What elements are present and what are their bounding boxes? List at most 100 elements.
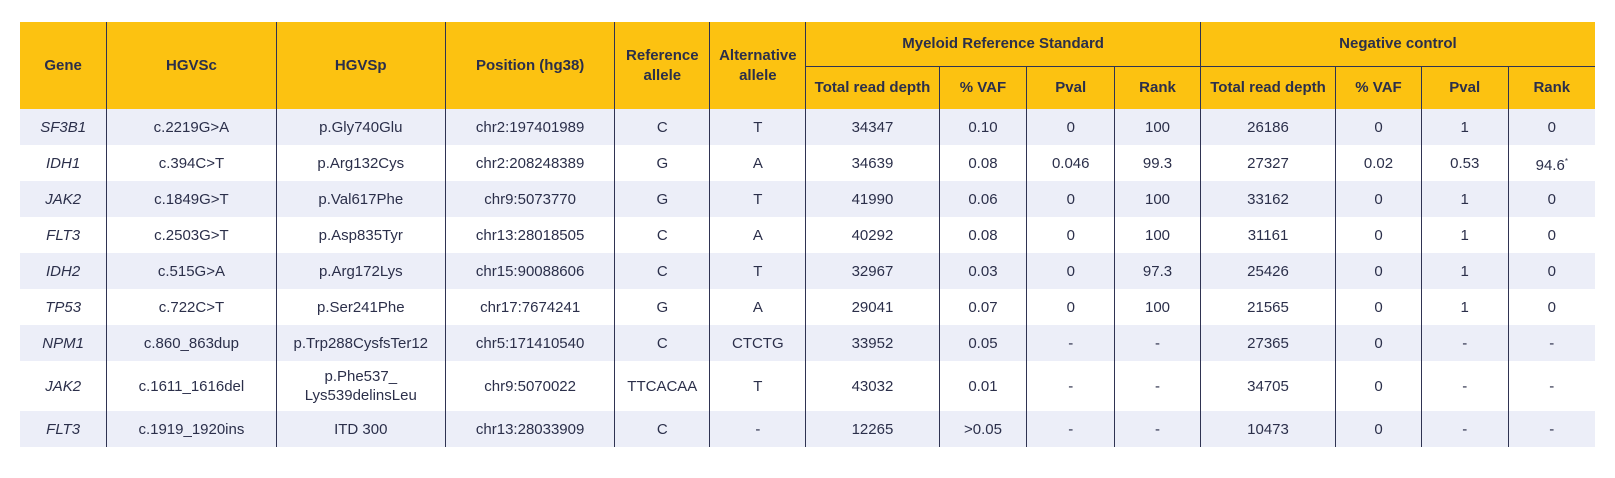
cell-hgvsc: c.2503G>T xyxy=(106,217,277,253)
cell-myeloid-rank: - xyxy=(1114,361,1201,411)
cell-negative-pval: 1 xyxy=(1421,109,1509,145)
cell-hgvsc: c.394C>T xyxy=(106,145,277,181)
table-row: NPM1 c.860_863dup p.Trp288CysfsTer12 chr… xyxy=(20,325,1595,361)
cell-myeloid-pval: 0 xyxy=(1026,289,1116,325)
cell-negative-total-read-depth: 27327 xyxy=(1200,145,1337,181)
col-header-negative-vaf: % VAF xyxy=(1335,66,1422,109)
cell-gene: IDH2 xyxy=(20,253,108,289)
cell-negative-rank: 0 xyxy=(1508,181,1595,217)
cell-negative-rank: - xyxy=(1508,361,1595,411)
cell-myeloid-vaf: 0.07 xyxy=(939,289,1028,325)
cell-myeloid-pval: 0 xyxy=(1026,181,1116,217)
cell-hgvsc: c.860_863dup xyxy=(106,325,277,361)
cell-reference-allele: G xyxy=(614,145,711,181)
cell-alternative-allele: - xyxy=(709,411,807,447)
cell-negative-vaf: 0 xyxy=(1335,181,1422,217)
cell-negative-rank: 0 xyxy=(1508,253,1595,289)
cell-negative-rank: 0 xyxy=(1508,217,1595,253)
cell-myeloid-rank: 99.3 xyxy=(1114,145,1201,181)
cell-myeloid-pval: 0 xyxy=(1026,217,1116,253)
cell-negative-rank: - xyxy=(1508,325,1595,361)
cell-myeloid-vaf: 0.08 xyxy=(939,145,1028,181)
cell-myeloid-vaf: >0.05 xyxy=(939,411,1028,447)
cell-alternative-allele: T xyxy=(709,253,807,289)
cell-hgvsc: c.1611_1616del xyxy=(106,361,277,411)
table-row: IDH1 c.394C>T p.Arg132Cys chr2:208248389… xyxy=(20,145,1595,181)
cell-negative-total-read-depth: 34705 xyxy=(1200,361,1337,411)
cell-hgvsc: c.1919_1920ins xyxy=(106,411,277,447)
cell-myeloid-total-read-depth: 43032 xyxy=(805,361,940,411)
cell-negative-pval: - xyxy=(1421,325,1509,361)
cell-reference-allele: TTCACAA xyxy=(614,361,711,411)
cell-gene: NPM1 xyxy=(20,325,108,361)
cell-alternative-allele: T xyxy=(709,109,807,145)
cell-reference-allele: C xyxy=(614,253,711,289)
cell-alternative-allele: CTCTG xyxy=(709,325,807,361)
cell-negative-vaf: 0 xyxy=(1335,253,1422,289)
cell-position: chr13:28018505 xyxy=(445,217,616,253)
cell-negative-vaf: 0 xyxy=(1335,109,1422,145)
table-header: Gene HGVSc HGVSp Position (hg38) Referen… xyxy=(20,22,1595,109)
cell-gene: FLT3 xyxy=(20,217,108,253)
cell-negative-pval: 1 xyxy=(1421,253,1509,289)
cell-negative-rank: - xyxy=(1508,411,1595,447)
cell-hgvsp: p.Arg132Cys xyxy=(276,145,446,181)
col-header-myeloid-vaf: % VAF xyxy=(939,66,1028,109)
cell-gene: FLT3 xyxy=(20,411,108,447)
cell-hgvsc: c.722C>T xyxy=(106,289,277,325)
cell-negative-rank: 0 xyxy=(1508,109,1595,145)
cell-negative-pval: 1 xyxy=(1421,217,1509,253)
col-header-myeloid-pval: Pval xyxy=(1026,66,1116,109)
group-header-negative-control: Negative control xyxy=(1200,22,1595,67)
col-header-negative-rank: Rank xyxy=(1508,66,1595,109)
cell-negative-total-read-depth: 21565 xyxy=(1200,289,1337,325)
cell-myeloid-rank: 97.3 xyxy=(1114,253,1201,289)
cell-negative-pval: - xyxy=(1421,411,1509,447)
cell-negative-vaf: 0.02 xyxy=(1335,145,1422,181)
cell-myeloid-rank: 100 xyxy=(1114,289,1201,325)
col-header-myeloid-total-read-depth: Total read depth xyxy=(805,66,940,109)
cell-hgvsp: p.Val617Phe xyxy=(276,181,446,217)
cell-position: chr15:90088606 xyxy=(445,253,616,289)
cell-negative-pval: - xyxy=(1421,361,1509,411)
cell-myeloid-total-read-depth: 41990 xyxy=(805,181,940,217)
cell-alternative-allele: A xyxy=(709,217,807,253)
table-row: TP53 c.722C>T p.Ser241Phe chr17:7674241 … xyxy=(20,289,1595,325)
cell-myeloid-total-read-depth: 40292 xyxy=(805,217,940,253)
table-row: SF3B1 c.2219G>A p.Gly740Glu chr2:1974019… xyxy=(20,109,1595,145)
cell-negative-total-read-depth: 10473 xyxy=(1200,411,1337,447)
cell-hgvsp: p.Gly740Glu xyxy=(276,109,446,145)
cell-hgvsc: c.515G>A xyxy=(106,253,277,289)
cell-negative-total-read-depth: 27365 xyxy=(1200,325,1337,361)
cell-myeloid-rank: - xyxy=(1114,325,1201,361)
col-header-myeloid-rank: Rank xyxy=(1114,66,1201,109)
table-row: JAK2 c.1849G>T p.Val617Phe chr9:5073770 … xyxy=(20,181,1595,217)
table-row: FLT3 c.2503G>T p.Asp835Tyr chr13:2801850… xyxy=(20,217,1595,253)
cell-myeloid-pval: - xyxy=(1026,411,1116,447)
cell-negative-rank-value: 94.6 xyxy=(1535,156,1565,174)
cell-myeloid-total-read-depth: 29041 xyxy=(805,289,940,325)
cell-gene: JAK2 xyxy=(20,181,108,217)
cell-position: chr2:208248389 xyxy=(445,145,616,181)
cell-reference-allele: C xyxy=(614,411,711,447)
cell-myeloid-total-read-depth: 34639 xyxy=(805,145,940,181)
cell-negative-pval: 1 xyxy=(1421,289,1509,325)
cell-myeloid-total-read-depth: 12265 xyxy=(805,411,940,447)
cell-hgvsp: p.Ser241Phe xyxy=(276,289,446,325)
col-header-reference-allele: Reference allele xyxy=(614,22,711,109)
variant-table-container: Gene HGVSc HGVSp Position (hg38) Referen… xyxy=(20,22,1595,447)
cell-myeloid-vaf: 0.08 xyxy=(939,217,1028,253)
cell-position: chr2:197401989 xyxy=(445,109,616,145)
cell-negative-vaf: 0 xyxy=(1335,361,1422,411)
cell-gene: JAK2 xyxy=(20,361,108,411)
cell-hgvsp: p.Asp835Tyr xyxy=(276,217,446,253)
cell-gene: IDH1 xyxy=(20,145,108,181)
cell-hgvsp: ITD 300 xyxy=(276,411,446,447)
cell-alternative-allele: A xyxy=(709,289,807,325)
cell-myeloid-rank: - xyxy=(1114,411,1201,447)
col-header-position: Position (hg38) xyxy=(445,22,616,109)
table-body: SF3B1 c.2219G>A p.Gly740Glu chr2:1974019… xyxy=(20,109,1595,447)
cell-negative-pval: 0.53 xyxy=(1421,145,1509,181)
cell-negative-vaf: 0 xyxy=(1335,325,1422,361)
cell-negative-total-read-depth: 31161 xyxy=(1200,217,1337,253)
